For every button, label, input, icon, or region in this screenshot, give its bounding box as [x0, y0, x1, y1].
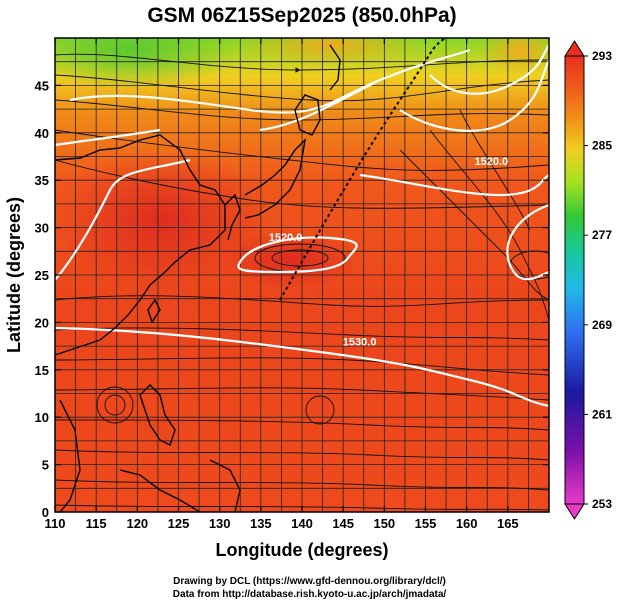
plot-field	[55, 38, 549, 512]
y-tick-label: 10	[35, 410, 49, 425]
colorbar-tick-label: 277	[592, 228, 612, 242]
y-tick-label: 15	[35, 363, 49, 378]
warm-region-china	[55, 150, 270, 290]
contour-label: 1520.0	[475, 156, 509, 168]
x-axis-label: Longitude (degrees)	[215, 540, 388, 560]
colorbar-tick-label: 269	[592, 318, 612, 332]
dotted-track	[279, 38, 446, 301]
credit-data: Data from http://database.rish.kyoto-u.a…	[172, 589, 447, 600]
colorbar-bar	[564, 55, 585, 505]
x-tick-label: 150	[373, 516, 395, 531]
colorbar-max-arrow	[564, 40, 585, 57]
contour-label: 1520.0	[269, 232, 303, 244]
y-tick-label: 30	[35, 221, 49, 236]
y-axis-label: Latitude (degrees)	[4, 197, 24, 353]
cool-region-north	[240, 38, 420, 65]
x-tick-label: 160	[456, 516, 478, 531]
y-tick-label: 40	[35, 126, 49, 141]
colorbar-tick-label: 285	[592, 139, 612, 153]
cold-region-northwest	[55, 38, 240, 90]
x-tick-label: 115	[86, 516, 107, 531]
gridlines	[55, 38, 549, 512]
y-tick-label: 45	[35, 78, 49, 93]
colorbar-ticks: 253 261 269 277 285 293	[584, 49, 612, 511]
colorbar-min-arrow	[564, 503, 585, 520]
chart-title: GSM 06Z15Sep2025 (850.0hPa)	[147, 4, 456, 27]
y-tick-label: 0	[42, 505, 49, 520]
x-tick-label: 130	[209, 516, 231, 531]
colorbar: 253 261 269 277 285 293	[564, 40, 612, 520]
coastlines	[55, 44, 341, 512]
x-tick-label: 155	[415, 516, 437, 531]
colorbar-tick-label: 261	[592, 407, 612, 421]
x-axis: 110 115 120 125 130 135 140 145 150 155 160 165	[45, 38, 519, 531]
credit-drawing: Drawing by DCL (https://www.gfd-dennou.o…	[173, 576, 446, 587]
y-tick-label: 25	[35, 268, 49, 283]
x-tick-label: 120	[126, 516, 148, 531]
contour-labels: 1520.0 1530.0 1520.0	[269, 156, 508, 348]
x-tick-label: 140	[291, 516, 313, 531]
x-tick-label: 165	[497, 516, 519, 531]
y-tick-label: 35	[35, 173, 49, 188]
x-tick-label: 135	[250, 516, 272, 531]
cool-region-northeast	[480, 38, 549, 75]
colorbar-tick-label: 293	[592, 49, 612, 63]
x-tick-label: 110	[45, 516, 66, 531]
y-tick-label: 20	[35, 315, 49, 330]
x-tick-label: 145	[332, 516, 354, 531]
contour-label: 1530.0	[343, 336, 377, 348]
height-contours	[55, 44, 549, 408]
y-tick-label: 5	[42, 458, 49, 473]
y-axis: 0 5 10 15 20 25 30 35 40 45	[35, 78, 549, 520]
colorbar-tick-label: 253	[592, 497, 612, 511]
x-tick-label: 125	[168, 516, 190, 531]
